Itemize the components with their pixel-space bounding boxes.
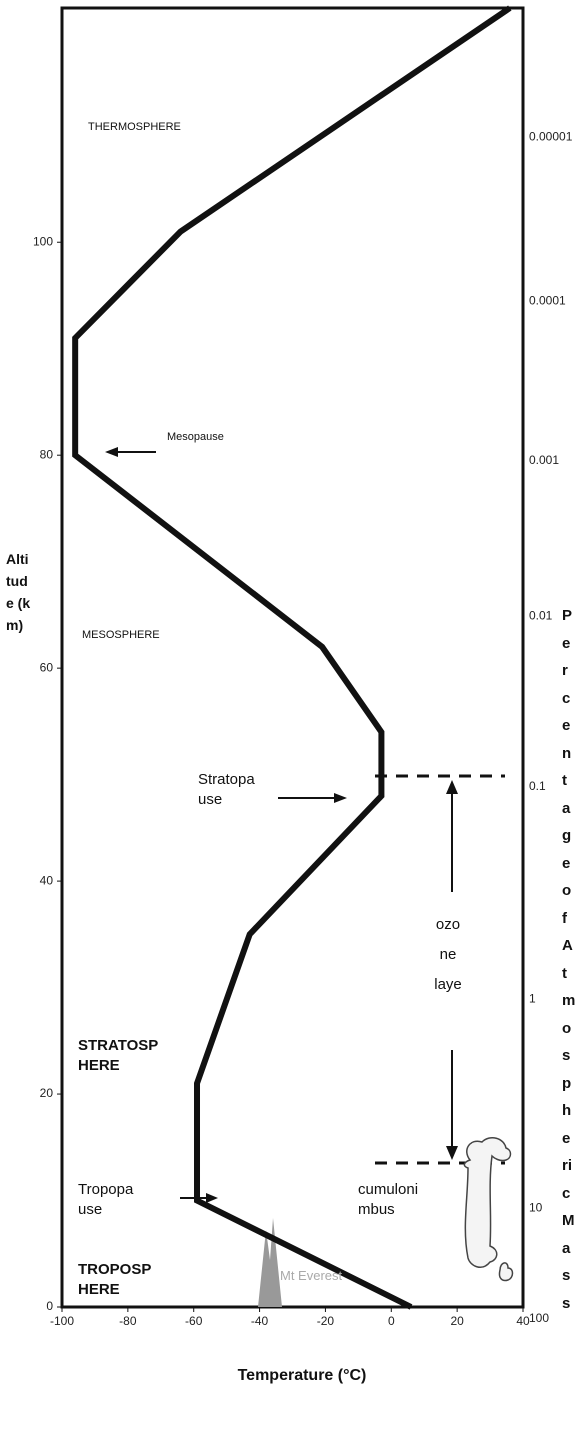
stratopause-label: Stratopa use	[198, 770, 278, 809]
tropopause-label: Tropopa use	[78, 1180, 148, 1219]
y-tick-label: 40	[40, 873, 54, 887]
ozone-label: ozo ne laye	[428, 910, 468, 1000]
x-tick-label: -40	[251, 1314, 269, 1328]
y-tick-label: 60	[40, 660, 54, 674]
x-tick-label: -60	[185, 1314, 203, 1328]
x-tick-label: -100	[50, 1314, 74, 1328]
page: {"chart_data": { "type": "line", "x_labe…	[0, 0, 583, 1450]
mass-label: 0.00001	[529, 129, 573, 143]
plot-frame	[62, 8, 523, 1307]
x-axis-title: Temperature (°C)	[237, 1362, 367, 1390]
mass-label: 100	[529, 1311, 549, 1325]
mass-label: 0.01	[529, 608, 553, 622]
mass-label: 0.0001	[529, 293, 566, 307]
temperature-line	[75, 8, 510, 1307]
mesosphere-label: MESOSPHERE	[82, 628, 160, 642]
y-tick-label: 20	[40, 1086, 54, 1100]
y-axis-title: Altitude (km)	[6, 548, 32, 636]
arrows	[105, 447, 347, 1203]
mesopause-label: Mesopause	[167, 430, 224, 444]
cloud-label: cumuloni mbus	[358, 1180, 438, 1219]
x-tick-label: -80	[119, 1314, 137, 1328]
stratosphere-label: STRATOSP HERE	[78, 1036, 158, 1075]
y2-axis-title: Percentage of Atmospheric Mass	[562, 602, 574, 1317]
troposphere-label: TROPOSP HERE	[78, 1260, 158, 1299]
y-tick-label: 100	[33, 234, 53, 248]
x-tick-label: 20	[450, 1314, 464, 1328]
thermosphere-label: THERMOSPHERE	[88, 120, 181, 134]
mass-label: 10	[529, 1200, 543, 1214]
chart: -100 -80 -60 -40 -20 0 20 40 0 20 40 60 80 100 100 10 1 0…	[0, 0, 583, 1450]
cumulonimbus	[464, 1138, 512, 1281]
mass-label: 0.1	[529, 779, 546, 793]
x-tick-label: -20	[317, 1314, 335, 1328]
y-tick-label: 0	[46, 1299, 53, 1313]
mass-label: 0.001	[529, 453, 559, 467]
mass-label: 1	[529, 992, 536, 1006]
x-tick-label: 40	[516, 1314, 530, 1328]
y-tick-label: 80	[40, 447, 54, 461]
everest-label: Mt Everest	[280, 1268, 350, 1285]
x-tick-label: 0	[388, 1314, 395, 1328]
